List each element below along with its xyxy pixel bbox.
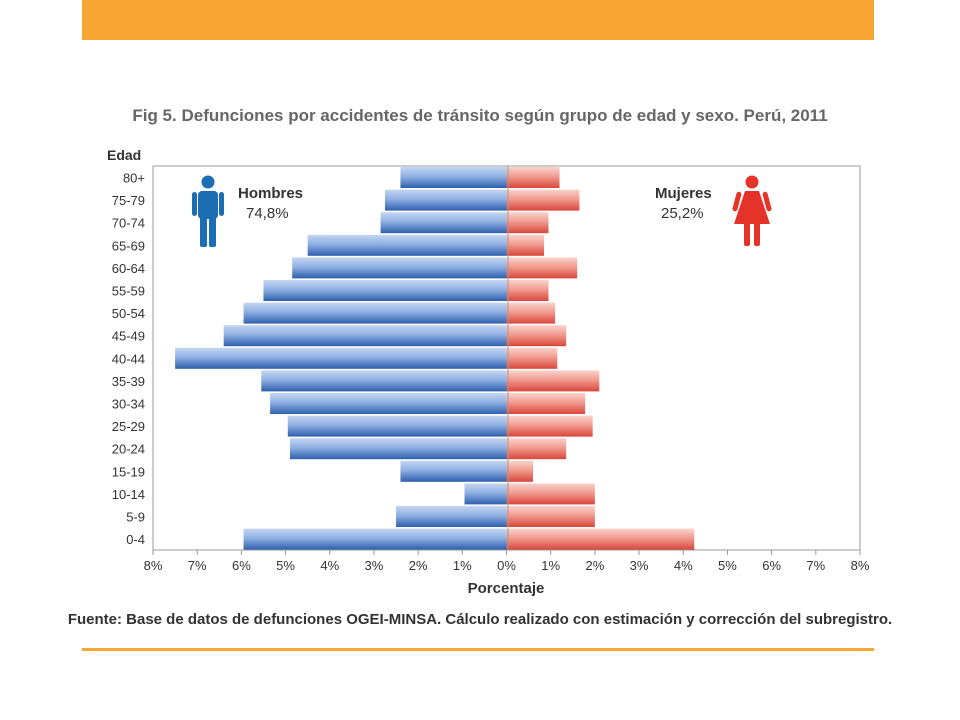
bottom-accent-line xyxy=(82,648,874,651)
legend-women-label: Mujeres xyxy=(655,185,712,202)
x-tick-label: 3% xyxy=(630,558,649,573)
bar-hombres-5-9 xyxy=(396,506,507,527)
bar-mujeres-5-9 xyxy=(506,506,595,527)
x-tick-label: 7% xyxy=(806,558,825,573)
source-note: Fuente: Base de datos de defunciones OGE… xyxy=(67,611,893,628)
x-tick-label: 8% xyxy=(144,558,163,573)
man-icon xyxy=(192,175,224,247)
age-group-label: 15-19 xyxy=(112,464,145,479)
bar-mujeres-10-14 xyxy=(506,483,595,505)
y-axis-title: Edad xyxy=(107,147,141,163)
bar-mujeres-25-29 xyxy=(506,415,593,437)
bar-hombres-25-29 xyxy=(287,415,507,437)
bar-hombres-10-14 xyxy=(464,483,507,505)
chart-title: Fig 5. Defunciones por accidentes de trá… xyxy=(132,106,828,125)
top-accent-bar xyxy=(82,0,874,40)
bar-mujeres-70-74 xyxy=(506,212,549,234)
x-tick-label: 2% xyxy=(409,558,428,573)
bar-hombres-15-19 xyxy=(400,460,507,482)
age-group-label: 70-74 xyxy=(112,216,145,231)
bar-hombres-50-54 xyxy=(243,302,507,324)
bar-hombres-40-44 xyxy=(175,347,507,369)
bar-mujeres-35-39 xyxy=(506,370,600,392)
bar-hombres-60-64 xyxy=(292,257,507,279)
age-group-label: 40-44 xyxy=(112,351,145,366)
bar-mujeres-50-54 xyxy=(506,302,556,324)
age-group-label: 55-59 xyxy=(112,284,145,299)
x-tick-label: 6% xyxy=(232,558,251,573)
bar-hombres-20-24 xyxy=(289,438,507,460)
bar-mujeres-75-79 xyxy=(506,189,580,211)
age-group-label: 35-39 xyxy=(112,374,145,389)
age-group-label: 0-4 xyxy=(126,532,145,547)
bar-hombres-75-79 xyxy=(384,189,507,211)
x-tick-label: 1% xyxy=(453,558,472,573)
bar-mujeres-30-34 xyxy=(506,393,586,414)
x-tick-label: 6% xyxy=(762,558,781,573)
bar-hombres-65-69 xyxy=(307,234,507,256)
legend-women-value: 25,2% xyxy=(661,205,704,222)
x-tick-label: 7% xyxy=(188,558,207,573)
bar-mujeres-65-69 xyxy=(506,234,545,256)
age-group-label: 20-24 xyxy=(112,442,145,457)
bar-hombres-45-49 xyxy=(223,325,507,347)
age-group-label: 65-69 xyxy=(112,238,145,253)
bar-hombres-0-4 xyxy=(243,528,507,550)
bar-mujeres-55-59 xyxy=(506,280,549,301)
bar-mujeres-20-24 xyxy=(506,438,567,460)
woman-icon xyxy=(732,175,772,246)
age-group-label: 45-49 xyxy=(112,329,145,344)
x-tick-label: 5% xyxy=(718,558,737,573)
x-tick-label: 5% xyxy=(276,558,295,573)
x-axis-title: Porcentaje xyxy=(468,580,545,597)
age-group-label: 5-9 xyxy=(126,510,145,525)
age-group-label: 75-79 xyxy=(112,193,145,208)
age-group-label: 30-34 xyxy=(112,397,145,412)
age-group-label: 25-29 xyxy=(112,419,145,434)
age-group-label: 50-54 xyxy=(112,306,145,321)
bar-mujeres-80+ xyxy=(506,167,560,188)
bar-hombres-55-59 xyxy=(263,280,507,301)
bar-mujeres-60-64 xyxy=(506,257,578,279)
bar-mujeres-0-4 xyxy=(506,528,695,550)
bar-hombres-80+ xyxy=(400,167,507,188)
age-group-label: 60-64 xyxy=(112,261,145,276)
bar-mujeres-45-49 xyxy=(506,325,567,347)
x-tick-label: 1% xyxy=(541,558,560,573)
bar-hombres-30-34 xyxy=(270,393,507,414)
x-tick-label: 4% xyxy=(320,558,339,573)
bar-hombres-35-39 xyxy=(261,370,507,392)
legend-men-label: Hombres xyxy=(238,185,303,202)
bar-hombres-70-74 xyxy=(380,212,507,234)
x-tick-label: 2% xyxy=(585,558,604,573)
x-tick-label: 0% xyxy=(497,558,516,573)
bar-mujeres-15-19 xyxy=(506,460,534,482)
x-tick-label: 4% xyxy=(674,558,693,573)
legend-men-value: 74,8% xyxy=(246,205,289,222)
x-tick-label: 3% xyxy=(365,558,384,573)
age-group-label: 10-14 xyxy=(112,487,145,502)
age-group-label: 80+ xyxy=(123,171,145,186)
x-tick-label: 8% xyxy=(851,558,870,573)
bar-mujeres-40-44 xyxy=(506,347,558,369)
